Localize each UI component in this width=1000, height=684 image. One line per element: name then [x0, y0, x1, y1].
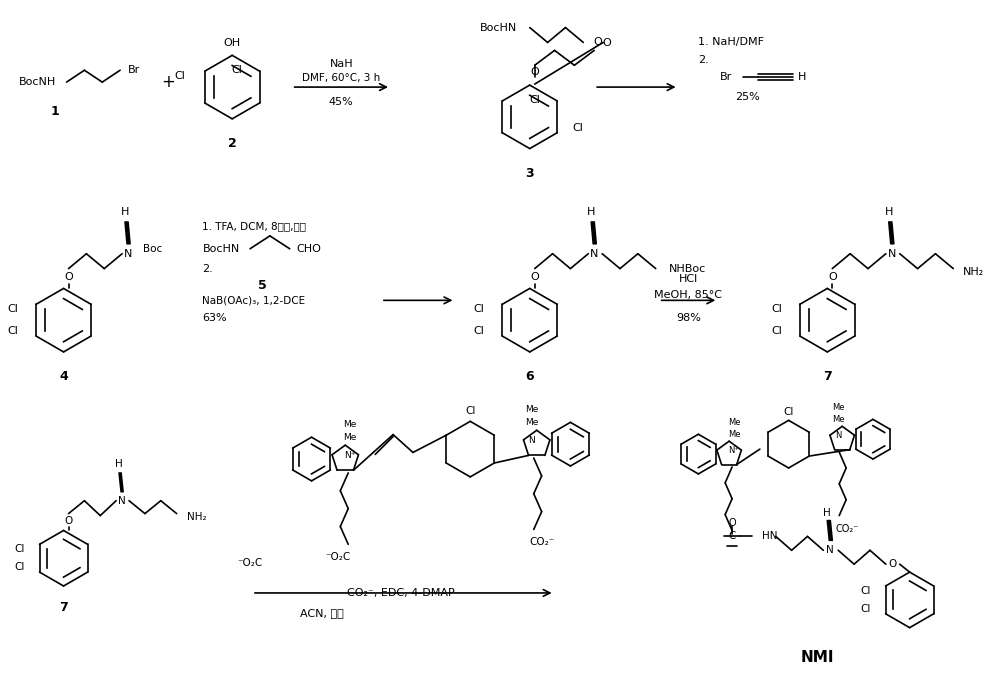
- Text: Cl: Cl: [474, 326, 484, 336]
- Text: ACN, 室温: ACN, 室温: [300, 608, 343, 618]
- Text: 4: 4: [59, 370, 68, 383]
- Text: 1. NaH/DMF: 1. NaH/DMF: [698, 38, 764, 47]
- Text: O: O: [728, 518, 736, 527]
- Text: O: O: [530, 67, 539, 77]
- Text: Me: Me: [832, 415, 844, 424]
- Text: C: C: [728, 531, 736, 542]
- Text: BocNH: BocNH: [19, 77, 56, 87]
- Text: N: N: [590, 249, 598, 259]
- Text: Cl: Cl: [860, 604, 871, 614]
- Text: CO₂⁻: CO₂⁻: [529, 538, 554, 547]
- Text: N⁺: N⁺: [344, 451, 356, 460]
- Text: Cl: Cl: [14, 562, 25, 572]
- Text: H: H: [121, 207, 129, 217]
- Text: HN: HN: [762, 531, 777, 542]
- Text: Cl: Cl: [783, 408, 794, 417]
- Text: 2.: 2.: [202, 263, 213, 274]
- Text: H: H: [823, 508, 831, 518]
- Text: 1. TFA, DCM, 8分钟,室温: 1. TFA, DCM, 8分钟,室温: [202, 221, 306, 231]
- Text: Cl: Cl: [529, 95, 540, 105]
- Text: ⁻O₂C: ⁻O₂C: [237, 558, 262, 568]
- Text: Cl: Cl: [572, 122, 583, 133]
- Text: Cl: Cl: [771, 326, 782, 336]
- Text: 7: 7: [59, 601, 68, 614]
- Text: Cl: Cl: [7, 304, 18, 314]
- Text: Boc: Boc: [143, 244, 162, 254]
- Text: Cl: Cl: [174, 71, 185, 81]
- Text: 1: 1: [50, 105, 59, 118]
- Text: H: H: [587, 207, 595, 217]
- Text: N: N: [826, 545, 834, 555]
- Text: Me: Me: [525, 405, 538, 414]
- Text: 7: 7: [823, 370, 832, 383]
- Text: 45%: 45%: [329, 97, 354, 107]
- Text: Me: Me: [728, 418, 740, 427]
- Text: H: H: [798, 73, 806, 82]
- Text: N: N: [124, 249, 132, 259]
- Text: O: O: [889, 560, 897, 569]
- Text: O: O: [602, 38, 611, 49]
- Text: Cl: Cl: [771, 304, 782, 314]
- Text: +: +: [161, 73, 175, 91]
- Text: Me: Me: [525, 418, 538, 427]
- Text: H: H: [115, 459, 123, 469]
- Text: 2: 2: [228, 137, 237, 150]
- Text: O: O: [64, 272, 73, 282]
- Text: ⁻O₂C: ⁻O₂C: [326, 552, 351, 562]
- Text: Cl: Cl: [232, 65, 243, 75]
- Text: N: N: [528, 436, 535, 445]
- Text: N: N: [835, 431, 841, 440]
- Text: O: O: [828, 272, 837, 282]
- Text: 6: 6: [525, 370, 534, 383]
- Text: N: N: [888, 249, 896, 259]
- Text: Cl: Cl: [860, 586, 871, 596]
- Text: Cl: Cl: [14, 544, 25, 554]
- Text: DMF, 60°C, 3 h: DMF, 60°C, 3 h: [302, 73, 380, 83]
- Text: CHO: CHO: [297, 244, 322, 254]
- Text: 98%: 98%: [676, 313, 701, 324]
- Text: O: O: [64, 516, 73, 525]
- Text: 25%: 25%: [736, 92, 760, 102]
- Text: Cl: Cl: [474, 304, 484, 314]
- Text: 3: 3: [525, 167, 534, 180]
- Text: NaB(OAc)₃, 1,2-DCE: NaB(OAc)₃, 1,2-DCE: [202, 295, 306, 305]
- Text: NHBoc: NHBoc: [669, 263, 706, 274]
- Text: Me: Me: [728, 430, 740, 438]
- Text: 2.: 2.: [698, 55, 709, 65]
- Text: MeOH, 85°C: MeOH, 85°C: [654, 291, 722, 300]
- Text: BocHN: BocHN: [202, 244, 240, 254]
- Text: 5: 5: [258, 279, 266, 292]
- Text: N⁺: N⁺: [728, 445, 739, 455]
- Text: 63%: 63%: [202, 313, 227, 324]
- Text: OH: OH: [224, 38, 241, 49]
- Text: Me: Me: [832, 403, 844, 412]
- Text: Me: Me: [344, 433, 357, 442]
- Text: HCl: HCl: [679, 274, 698, 284]
- Text: NH₂: NH₂: [963, 267, 984, 276]
- Text: Cl: Cl: [7, 326, 18, 336]
- Text: Cl: Cl: [465, 406, 475, 417]
- Text: Br: Br: [128, 65, 140, 75]
- Text: Me: Me: [344, 420, 357, 429]
- Text: O: O: [593, 38, 602, 47]
- Text: N: N: [118, 496, 126, 505]
- Text: NMI: NMI: [801, 650, 834, 665]
- Text: CO₂⁻, EDC, 4-DMAP: CO₂⁻, EDC, 4-DMAP: [347, 588, 455, 598]
- Text: Br: Br: [720, 73, 732, 82]
- Text: CO₂⁻: CO₂⁻: [835, 525, 859, 534]
- Text: NH₂: NH₂: [187, 512, 206, 522]
- Text: H: H: [885, 207, 893, 217]
- Text: BocHN: BocHN: [480, 23, 517, 33]
- Text: NaH: NaH: [329, 60, 353, 69]
- Text: O: O: [530, 272, 539, 282]
